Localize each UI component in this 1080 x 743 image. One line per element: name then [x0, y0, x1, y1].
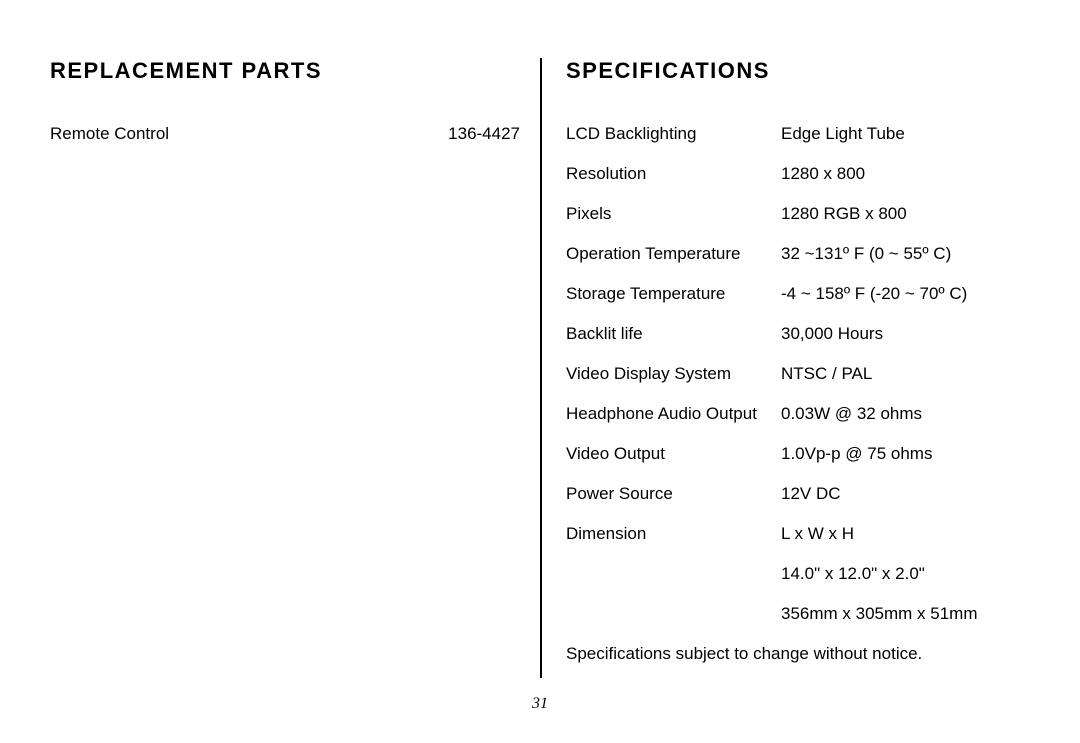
spec-value: 30,000 Hours	[781, 314, 1030, 354]
spec-label: Storage Temperature	[566, 274, 781, 314]
spec-value: 1280 RGB x 800	[781, 194, 1030, 234]
spec-value: L x W x H	[781, 514, 1030, 554]
spec-value: 1280 x 800	[781, 154, 1030, 194]
part-row: Remote Control 136-4427	[50, 114, 520, 154]
spec-value: 356mm x 305mm x 51mm	[781, 594, 1030, 634]
spec-label	[566, 594, 781, 634]
spec-label	[566, 554, 781, 594]
spec-value: Edge Light Tube	[781, 114, 1030, 154]
replacement-parts-title: REPLACEMENT PARTS	[50, 58, 520, 84]
spec-label: Resolution	[566, 154, 781, 194]
spec-row: Resolution 1280 x 800	[566, 154, 1030, 194]
spec-label: Video Output	[566, 434, 781, 474]
spec-row: Video Display System NTSC / PAL	[566, 354, 1030, 394]
spec-label: Dimension	[566, 514, 781, 554]
spec-label: Pixels	[566, 194, 781, 234]
spec-value: 12V DC	[781, 474, 1030, 514]
spec-row: Operation Temperature 32 ~131º F (0 ~ 55…	[566, 234, 1030, 274]
part-number: 136-4427	[448, 114, 520, 154]
specifications-column: SPECIFICATIONS LCD Backlighting Edge Lig…	[540, 58, 1030, 678]
spec-row: Storage Temperature -4 ~ 158º F (-20 ~ 7…	[566, 274, 1030, 314]
spec-value: -4 ~ 158º F (-20 ~ 70º C)	[781, 274, 1030, 314]
spec-row: Headphone Audio Output 0.03W @ 32 ohms	[566, 394, 1030, 434]
spec-row: 14.0" x 12.0" x 2.0"	[566, 554, 1030, 594]
spec-row: Backlit life 30,000 Hours	[566, 314, 1030, 354]
spec-label: Power Source	[566, 474, 781, 514]
spec-row: Power Source 12V DC	[566, 474, 1030, 514]
spec-value: NTSC / PAL	[781, 354, 1030, 394]
spec-row: Pixels 1280 RGB x 800	[566, 194, 1030, 234]
spec-value: 1.0Vp-p @ 75 ohms	[781, 434, 1030, 474]
specifications-title: SPECIFICATIONS	[566, 58, 1030, 84]
spec-row: Dimension L x W x H	[566, 514, 1030, 554]
specifications-note: Specifications subject to change without…	[566, 634, 1030, 674]
spec-label: Headphone Audio Output	[566, 394, 781, 434]
spec-label: LCD Backlighting	[566, 114, 781, 154]
page-number: 31	[0, 695, 1080, 713]
spec-value: 0.03W @ 32 ohms	[781, 394, 1030, 434]
replacement-parts-column: REPLACEMENT PARTS Remote Control 136-442…	[50, 58, 540, 678]
spec-label: Operation Temperature	[566, 234, 781, 274]
columns-container: REPLACEMENT PARTS Remote Control 136-442…	[50, 58, 1030, 678]
spec-row: 356mm x 305mm x 51mm	[566, 594, 1030, 634]
page: REPLACEMENT PARTS Remote Control 136-442…	[0, 0, 1080, 743]
spec-value: 14.0" x 12.0" x 2.0"	[781, 554, 1030, 594]
spec-row: LCD Backlighting Edge Light Tube	[566, 114, 1030, 154]
spec-row: Video Output 1.0Vp-p @ 75 ohms	[566, 434, 1030, 474]
spec-label: Backlit life	[566, 314, 781, 354]
spec-label: Video Display System	[566, 354, 781, 394]
spec-value: 32 ~131º F (0 ~ 55º C)	[781, 234, 1030, 274]
part-name: Remote Control	[50, 114, 169, 154]
